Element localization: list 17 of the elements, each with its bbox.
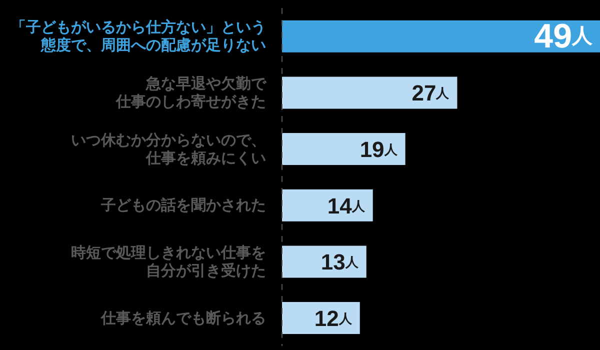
bar [282,133,406,166]
bar [282,302,360,334]
y-tick-label: 子どもの話を聞かされた [100,196,266,214]
data-label: 14人 [327,192,366,218]
y-tick-label: いつ休むか分からないので、仕事を頼みにくい [71,130,266,167]
bar [282,246,366,278]
bar [282,189,373,222]
y-tick-label: 急な早退や欠勤で仕事のしわ寄せがきた [115,74,267,110]
data-label: 12人 [314,306,353,331]
bar [282,76,458,109]
data-label: 19人 [360,136,398,162]
y-tick-label: 時短で処理しきれない仕事を自分が引き受けた [71,244,266,280]
data-label: 13人 [320,249,360,274]
y-tick-label: 「子どもがいるから仕方ない」という態度で、周囲への配慮が足りない [11,18,266,54]
bar [282,20,600,52]
data-label: 27人 [412,80,450,106]
y-tick-label: 仕事を頼んでも断られる [100,308,266,327]
